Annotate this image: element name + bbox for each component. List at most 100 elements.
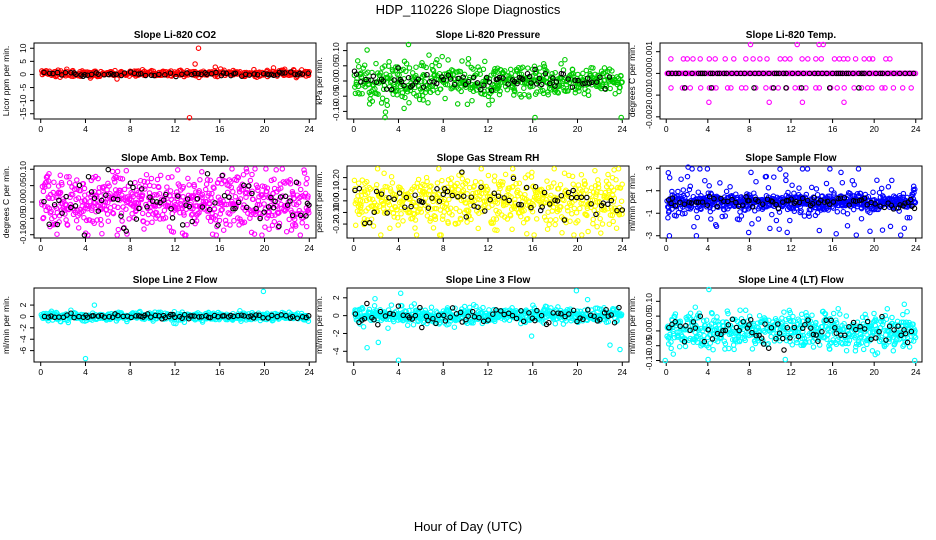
data-point xyxy=(139,192,146,198)
y-axis-label: Licor ppm per min. xyxy=(1,46,11,116)
data-point xyxy=(213,232,220,238)
data-point xyxy=(95,175,101,182)
data-point xyxy=(363,76,369,83)
data-point xyxy=(375,91,381,97)
data-point xyxy=(133,216,140,222)
data-point xyxy=(721,70,727,77)
data-point xyxy=(879,85,885,91)
data-point xyxy=(270,204,277,211)
data-point xyxy=(866,70,873,77)
data-point xyxy=(516,201,522,208)
data-point xyxy=(912,199,919,206)
y-tick-label: -0.10 xyxy=(18,225,28,245)
data-point xyxy=(841,195,848,201)
data-point xyxy=(441,209,447,215)
data-point xyxy=(899,85,906,91)
data-point xyxy=(371,209,377,216)
data-point xyxy=(40,188,47,195)
data-point xyxy=(911,205,918,212)
data-point xyxy=(567,218,573,224)
data-point xyxy=(455,193,461,200)
data-point xyxy=(413,232,420,238)
data-point xyxy=(618,198,625,204)
data-point xyxy=(867,209,873,216)
data-point xyxy=(882,85,888,91)
x-tick-label: 16 xyxy=(528,124,538,134)
data-point xyxy=(362,220,368,227)
data-point xyxy=(789,70,796,77)
data-point xyxy=(180,194,186,200)
data-point xyxy=(619,181,625,188)
data-point xyxy=(54,221,61,228)
data-point xyxy=(731,56,737,62)
data-point xyxy=(303,213,309,219)
data-point xyxy=(500,75,506,81)
data-point xyxy=(197,177,203,183)
x-tick-label: 20 xyxy=(573,367,583,377)
data-point xyxy=(803,85,809,91)
data-point xyxy=(190,193,197,199)
data-point xyxy=(684,173,691,180)
data-point xyxy=(908,85,914,91)
data-point xyxy=(126,216,132,222)
data-point xyxy=(555,90,562,96)
data-point xyxy=(445,57,451,63)
data-point xyxy=(283,228,290,235)
data-point xyxy=(268,177,275,184)
data-point xyxy=(733,199,739,206)
data-point xyxy=(453,205,459,212)
data-point xyxy=(123,206,129,212)
data-point xyxy=(618,114,624,121)
x-tick-label: 20 xyxy=(869,243,879,253)
data-point xyxy=(110,71,117,78)
data-point xyxy=(531,232,537,238)
data-point xyxy=(276,209,282,216)
data-point xyxy=(855,166,862,172)
data-point xyxy=(702,70,708,77)
data-point xyxy=(610,187,617,194)
data-point xyxy=(766,70,772,77)
data-point xyxy=(553,79,560,85)
data-point xyxy=(816,85,823,91)
data-point xyxy=(394,215,401,221)
data-point xyxy=(811,70,818,77)
data-point xyxy=(399,93,405,100)
data-point xyxy=(164,184,170,190)
data-point xyxy=(828,187,835,193)
data-point xyxy=(112,187,119,193)
data-point xyxy=(483,74,490,81)
data-point xyxy=(741,70,748,77)
data-point xyxy=(458,88,464,95)
data-point xyxy=(783,70,789,77)
data-point xyxy=(270,65,277,71)
data-point xyxy=(546,221,552,228)
data-point xyxy=(858,85,865,91)
x-tick-label: 20 xyxy=(260,124,270,134)
data-point xyxy=(74,177,80,183)
data-point xyxy=(360,306,366,312)
data-point xyxy=(597,74,603,80)
data-point xyxy=(839,179,846,186)
data-point xyxy=(551,180,557,186)
data-point xyxy=(470,66,476,72)
data-point xyxy=(395,65,402,71)
x-tick-label: 8 xyxy=(747,243,752,253)
data-point xyxy=(446,308,452,314)
data-point xyxy=(211,185,217,191)
data-point xyxy=(172,314,178,321)
data-point xyxy=(619,79,625,85)
data-point xyxy=(694,214,701,221)
data-point xyxy=(717,180,723,186)
data-point xyxy=(615,184,621,191)
data-point xyxy=(706,183,712,189)
data-point xyxy=(519,64,526,71)
y-tick-label: 0.00 xyxy=(18,193,28,210)
data-point xyxy=(239,187,245,193)
data-point xyxy=(429,66,436,73)
data-point xyxy=(69,191,76,198)
y-tick-label: -2 xyxy=(331,329,341,337)
data-point xyxy=(834,85,840,91)
data-point xyxy=(458,197,465,204)
data-point xyxy=(605,181,612,187)
data-point xyxy=(665,215,671,221)
